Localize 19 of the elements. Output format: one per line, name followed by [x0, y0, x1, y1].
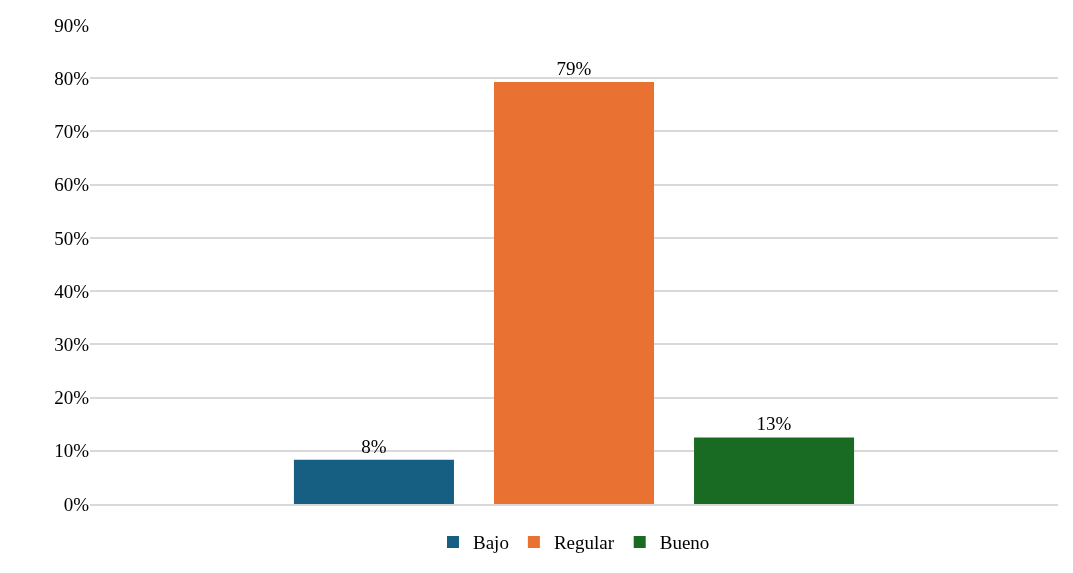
data-label: 79%	[556, 57, 592, 79]
legend-label: Bueno	[659, 532, 710, 554]
y-tick-label: 80%	[54, 67, 90, 89]
y-tick-label: 70%	[54, 121, 90, 143]
y-tick-label: 10%	[54, 440, 90, 462]
y-tick-label: 60%	[54, 174, 90, 196]
bar	[493, 81, 655, 504]
bar	[293, 459, 454, 504]
legend-label: Regular	[553, 532, 615, 554]
y-tick-label: 0%	[63, 493, 90, 515]
y-tick-label: 90%	[54, 14, 90, 36]
data-label: 13%	[756, 413, 792, 435]
legend-label: Bajo	[473, 532, 509, 554]
y-tick-label: 50%	[54, 227, 90, 249]
bar	[694, 437, 855, 504]
y-tick-label: 20%	[54, 387, 90, 409]
data-label: 8%	[361, 435, 387, 457]
y-tick-label: 30%	[54, 333, 90, 355]
y-tick-label: 40%	[54, 280, 90, 302]
